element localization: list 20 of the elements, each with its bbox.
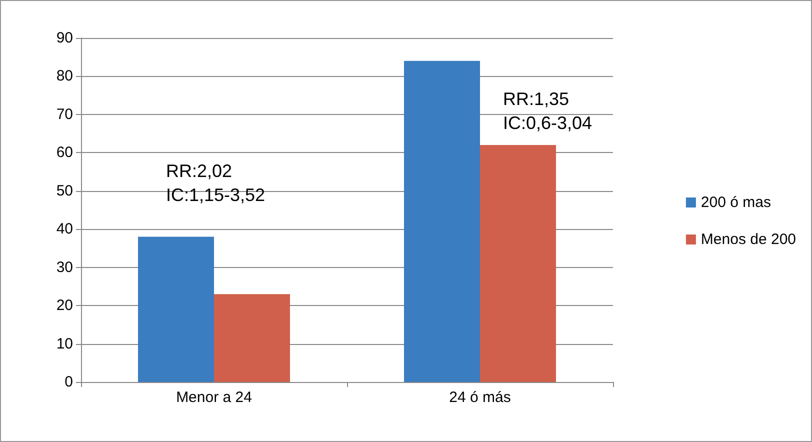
y-tick-label: 80 — [56, 68, 73, 85]
legend-label: 200 ó mas — [700, 194, 771, 211]
annotation: RR:1,35 IC:0,6-3,04 — [503, 89, 592, 133]
y-tick-label: 40 — [56, 220, 73, 238]
annotation: RR:2,02 IC:1,15-3,52 — [166, 161, 266, 205]
x-tick-label: Menor a 24 — [176, 389, 252, 406]
y-tick-label: 90 — [56, 30, 73, 46]
y-tick-label: 50 — [56, 182, 73, 200]
y-tick-label: 60 — [56, 144, 73, 162]
bar — [214, 294, 290, 382]
y-tick-label: 30 — [56, 258, 73, 276]
x-tick-label: 24 ó más — [449, 389, 511, 406]
bar — [138, 236, 214, 382]
bar — [404, 60, 480, 382]
y-tick-label: 10 — [56, 335, 73, 352]
y-tick-label: 0 — [64, 374, 73, 390]
legend-label: Menos de 200 — [700, 231, 796, 248]
bar — [480, 145, 556, 382]
y-tick-label: 70 — [56, 106, 73, 123]
y-tick-label: 20 — [56, 297, 73, 314]
